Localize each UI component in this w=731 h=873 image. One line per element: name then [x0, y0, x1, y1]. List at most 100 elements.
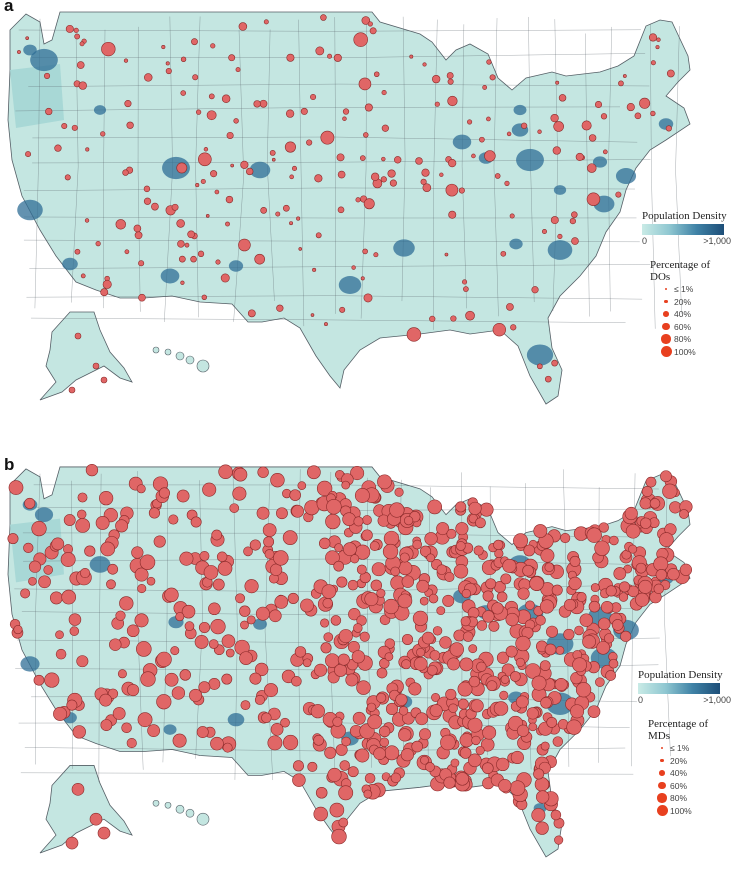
facility-marker — [300, 598, 314, 613]
facility-marker — [342, 108, 350, 115]
facility-marker — [203, 147, 209, 152]
urban-density-patch — [163, 724, 177, 735]
facility-marker — [115, 610, 126, 621]
facility-marker — [28, 576, 37, 586]
facility-marker — [238, 238, 251, 252]
facility-marker — [635, 592, 650, 607]
facility-marker — [596, 640, 610, 655]
facility-marker — [220, 273, 230, 283]
facility-marker — [200, 178, 206, 184]
facility-marker — [168, 514, 179, 525]
facility-marker — [540, 741, 550, 751]
facility-marker — [85, 463, 99, 477]
facility-marker — [319, 537, 331, 550]
facility-marker — [667, 567, 680, 581]
facility-marker — [69, 626, 80, 636]
facility-marker — [131, 546, 144, 559]
facility-marker — [310, 704, 325, 719]
facility-marker — [431, 693, 441, 702]
size-legend-items: ≤ 1% 20% 40% 60% 80% 100% — [642, 283, 731, 358]
facility-marker — [232, 486, 247, 501]
facility-marker — [384, 638, 396, 649]
facility-marker — [313, 734, 325, 746]
hawaii-island — [175, 804, 185, 814]
facility-marker — [362, 515, 372, 525]
facility-marker — [468, 644, 478, 654]
facility-marker — [376, 692, 387, 703]
facility-marker — [80, 273, 86, 279]
facility-marker — [79, 41, 85, 47]
facility-marker — [554, 835, 564, 845]
facility-marker — [238, 22, 248, 31]
facility-marker — [195, 109, 202, 115]
facility-marker — [387, 169, 396, 178]
facility-marker — [25, 151, 32, 158]
facility-marker — [261, 712, 272, 723]
facility-marker — [229, 503, 240, 513]
facility-marker — [197, 250, 205, 258]
facility-marker — [134, 231, 143, 240]
facility-marker — [216, 551, 228, 563]
facility-marker — [479, 136, 485, 143]
facility-marker — [467, 119, 473, 125]
facility-marker — [550, 809, 562, 821]
facility-marker — [134, 567, 149, 582]
facility-marker — [486, 59, 492, 65]
facility-marker — [425, 762, 435, 772]
facility-marker — [576, 592, 587, 603]
urban-density-patch — [513, 104, 527, 116]
facility-marker — [337, 653, 350, 666]
facility-marker — [115, 519, 129, 533]
facility-marker — [68, 613, 82, 626]
facility-marker — [528, 722, 538, 732]
facility-marker — [359, 631, 370, 642]
facility-marker — [486, 116, 491, 122]
facility-marker — [235, 67, 241, 73]
facility-marker — [586, 192, 601, 206]
size-legend-row: 40% — [642, 308, 731, 321]
facility-marker — [264, 549, 275, 559]
facility-marker — [139, 554, 156, 570]
facility-marker — [339, 306, 346, 313]
facility-marker — [468, 675, 481, 688]
facility-marker — [515, 635, 531, 652]
facility-marker — [180, 90, 187, 96]
facility-marker — [292, 760, 305, 772]
facility-marker — [411, 740, 424, 753]
facility-marker — [444, 571, 455, 582]
facility-marker — [326, 499, 342, 515]
facility-marker — [369, 27, 377, 35]
facility-marker — [107, 563, 119, 575]
facility-marker — [324, 322, 328, 327]
facility-marker — [176, 489, 190, 503]
facility-marker — [505, 645, 518, 658]
facility-marker — [109, 638, 122, 651]
size-legend-dot — [660, 746, 664, 750]
facility-marker — [268, 609, 282, 623]
facility-marker — [350, 466, 365, 481]
facility-marker — [546, 625, 558, 638]
facility-marker — [450, 315, 457, 322]
facility-marker — [628, 544, 638, 554]
facility-marker — [134, 613, 149, 628]
facility-marker — [381, 90, 387, 96]
facility-marker — [31, 520, 47, 537]
facility-marker — [292, 773, 306, 787]
facility-marker — [315, 786, 328, 799]
facility-marker — [367, 21, 373, 27]
facility-marker — [61, 589, 77, 605]
facility-marker — [89, 812, 103, 826]
facility-marker — [161, 44, 166, 50]
facility-marker — [341, 736, 351, 747]
facility-marker — [351, 650, 365, 664]
facility-marker — [429, 704, 443, 718]
facility-marker — [364, 103, 373, 112]
facility-marker — [121, 722, 132, 733]
facility-marker — [504, 180, 510, 186]
facility-marker — [287, 592, 299, 604]
facility-marker — [240, 160, 249, 169]
hawaii-island — [196, 359, 210, 373]
facility-marker — [440, 734, 456, 751]
facility-marker — [560, 532, 571, 544]
facility-marker — [419, 728, 431, 741]
